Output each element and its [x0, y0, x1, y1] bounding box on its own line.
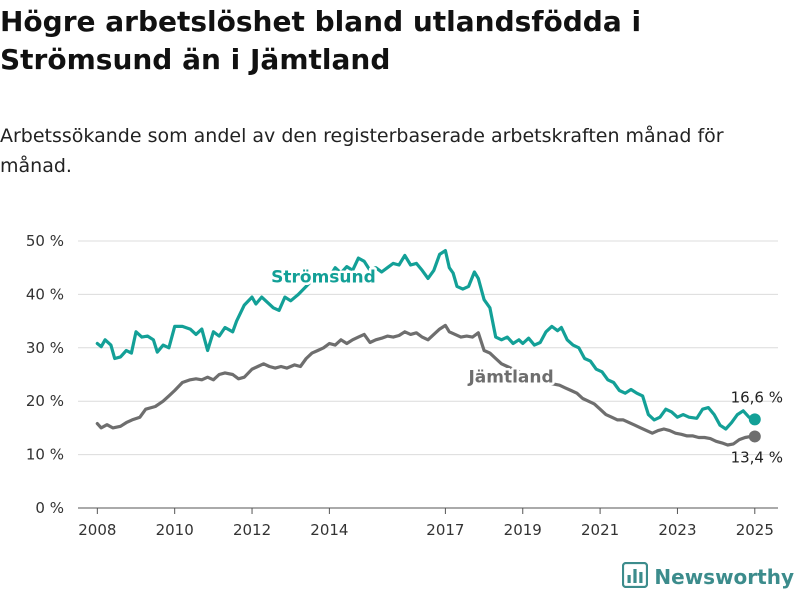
x-tick-label: 2019 [504, 521, 542, 539]
y-tick-label: 0 % [35, 499, 64, 517]
series-end-label: 13,4 % [731, 448, 783, 466]
x-tick-label: 2012 [233, 521, 271, 539]
chart-title: Högre arbetslöshet bland utlandsfödda i … [0, 5, 642, 76]
series-end-point [748, 413, 761, 426]
series-label: Jämtland [467, 368, 553, 388]
brand-name: Newsworthy [654, 565, 794, 589]
y-tick-label: 30 % [26, 339, 64, 357]
x-tick-label: 2014 [310, 521, 348, 539]
x-tick-label: 2023 [658, 521, 696, 539]
series-lines [95, 249, 761, 447]
series-end-point [748, 430, 761, 443]
x-tick-label: 2021 [581, 521, 619, 539]
y-tick-label: 20 % [26, 392, 64, 410]
x-tick-label: 2017 [426, 521, 464, 539]
chart-subtitle: Arbetssökande som andel av den registerb… [0, 125, 724, 177]
axes: 0 % 10 % 20 % 30 % 40 % 50 % 2008 2010 2012 2014 2… [26, 232, 778, 539]
y-tick-label: 40 % [26, 285, 64, 303]
x-tick-label: 2008 [78, 521, 116, 539]
y-tick-label: 10 % [26, 446, 64, 464]
series-line [95, 323, 757, 447]
bar-chart-logo-icon [622, 561, 649, 592]
y-tick-label: 50 % [26, 232, 64, 250]
series-line [95, 249, 757, 431]
newsworthy-logo: Newsworthy [622, 561, 794, 592]
series-label: Strömsund [271, 268, 376, 288]
x-tick-label: 2010 [156, 521, 194, 539]
grid [78, 240, 778, 456]
series-end-label: 16,6 % [731, 388, 783, 406]
x-tick-label: 2025 [736, 521, 774, 539]
labels: 16,6 % Strömsund 13,4 % Jämtland [269, 265, 783, 466]
